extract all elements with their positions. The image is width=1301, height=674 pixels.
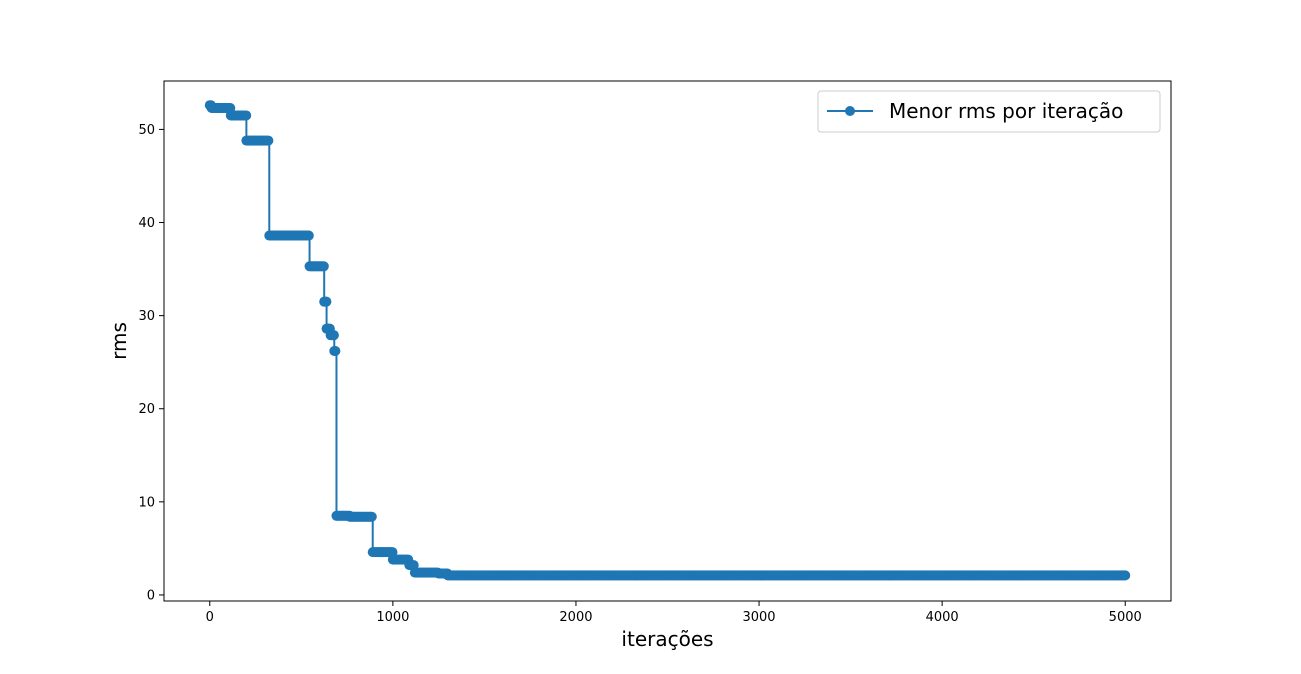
data-point — [263, 135, 274, 146]
legend-label: Menor rms por iteração — [889, 99, 1123, 123]
legend-box — [817, 90, 1161, 133]
y-tick-label: 30 — [138, 309, 155, 324]
data-point — [321, 296, 332, 307]
y-tick-label: 10 — [138, 495, 155, 510]
y-tick-label: 20 — [138, 402, 155, 417]
legend-marker-icon — [845, 106, 855, 116]
data-point — [328, 330, 339, 341]
data-point — [303, 230, 314, 241]
data-point — [366, 511, 377, 522]
plot-frame — [163, 80, 1172, 602]
x-tick-label: 0 — [206, 610, 214, 625]
x-axis-title: iterações — [621, 627, 713, 651]
data-point — [318, 261, 329, 272]
data-point — [330, 346, 341, 357]
data-point — [1120, 570, 1131, 581]
series-markers — [204, 100, 1131, 581]
y-tick-label: 40 — [138, 216, 155, 231]
x-tick-label: 5000 — [1109, 610, 1142, 625]
y-tick-label: 50 — [138, 123, 155, 138]
y-axis: 0 10 20 30 40 50 — [138, 123, 164, 603]
x-tick-label: 1000 — [376, 610, 409, 625]
x-tick-label: 4000 — [926, 610, 959, 625]
legend: Menor rms por iteração — [817, 90, 1161, 133]
y-tick-label: 0 — [147, 588, 155, 603]
x-tick-label: 2000 — [559, 610, 592, 625]
y-axis-title: rms — [107, 322, 131, 360]
x-axis: 0 1000 2000 3000 4000 5000 — [206, 601, 1142, 625]
x-tick-label: 3000 — [742, 610, 775, 625]
data-point — [241, 110, 252, 121]
series-layer — [204, 100, 1131, 581]
